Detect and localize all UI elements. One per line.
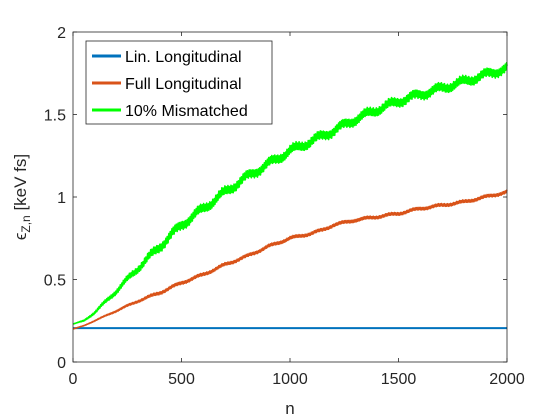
series-line-full-longitudinal: [72, 189, 508, 330]
y-tick-label: 1.5: [44, 108, 66, 125]
y-axis-label-base: ϵ: [11, 233, 30, 241]
series-line-10pct-mismatched: [72, 62, 508, 325]
y-tick-label: 0.5: [44, 273, 66, 290]
y-axis-label-subscript: Z,n: [19, 215, 33, 232]
ticks-layer: 0 500 1000 1500 2000 0 0.5 1 1.5 2: [44, 25, 525, 388]
x-tick-label: 2000: [489, 371, 525, 388]
x-tick-label: 0: [69, 371, 78, 388]
legend-label-10pct-mismatched: 10% Mismatched: [125, 103, 248, 120]
x-tick-label: 1500: [381, 371, 417, 388]
y-tick-label: 1: [57, 190, 66, 207]
y-axis-label: ϵZ,n [keV fs]: [11, 154, 33, 240]
y-tick-label: 0: [57, 355, 66, 372]
legend-label-lin-longitudinal: Lin. Longitudinal: [125, 49, 242, 66]
x-tick-label: 500: [168, 371, 195, 388]
y-tick-label: 2: [57, 25, 66, 42]
legend-label-full-longitudinal: Full Longitudinal: [125, 76, 242, 93]
x-axis-label: n: [285, 399, 294, 418]
legend: Lin. Longitudinal Full Longitudinal 10% …: [85, 40, 273, 125]
x-tick-label: 1000: [272, 371, 308, 388]
series-layer: [72, 62, 508, 330]
y-axis-label-unit: [keV fs]: [11, 154, 30, 215]
